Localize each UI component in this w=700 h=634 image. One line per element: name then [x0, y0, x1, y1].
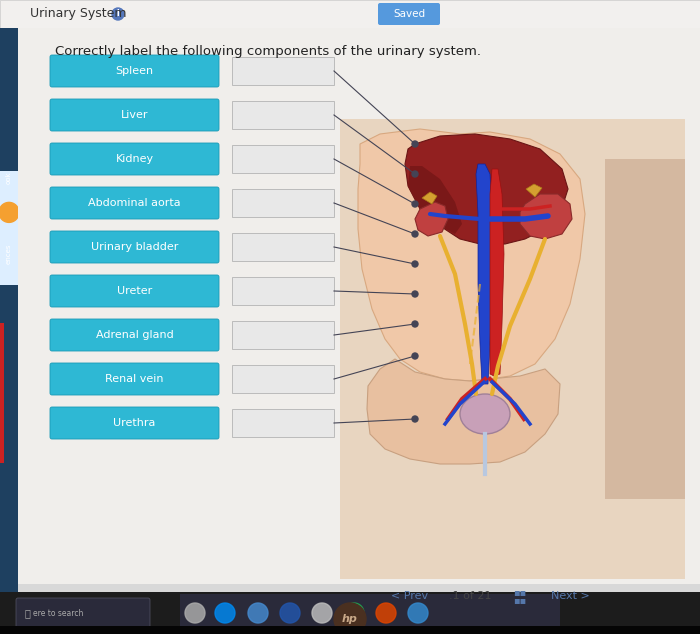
Polygon shape	[422, 192, 437, 204]
Polygon shape	[408, 166, 462, 234]
Circle shape	[412, 231, 418, 237]
FancyBboxPatch shape	[0, 0, 700, 28]
Text: Liver: Liver	[120, 110, 148, 120]
Circle shape	[376, 603, 396, 623]
FancyBboxPatch shape	[50, 143, 219, 175]
Circle shape	[334, 603, 366, 634]
Circle shape	[412, 261, 418, 267]
Circle shape	[408, 603, 428, 623]
FancyBboxPatch shape	[18, 28, 700, 584]
FancyBboxPatch shape	[50, 231, 219, 263]
Circle shape	[280, 603, 300, 623]
Polygon shape	[415, 202, 448, 236]
FancyBboxPatch shape	[605, 159, 685, 499]
FancyBboxPatch shape	[16, 598, 150, 628]
FancyBboxPatch shape	[378, 3, 440, 25]
Text: Kidney: Kidney	[116, 154, 153, 164]
Text: < Prev: < Prev	[391, 591, 428, 601]
Circle shape	[412, 353, 418, 359]
Circle shape	[412, 416, 418, 422]
Text: ▪▪
▪▪: ▪▪ ▪▪	[513, 587, 526, 605]
FancyBboxPatch shape	[232, 409, 334, 437]
Polygon shape	[520, 194, 572, 239]
FancyBboxPatch shape	[232, 57, 334, 85]
FancyBboxPatch shape	[232, 101, 334, 129]
Text: ences: ences	[6, 243, 12, 264]
FancyBboxPatch shape	[232, 189, 334, 217]
Text: Urinary System: Urinary System	[30, 8, 127, 20]
Text: ook: ook	[6, 171, 12, 184]
FancyBboxPatch shape	[0, 323, 4, 463]
Polygon shape	[405, 134, 568, 244]
FancyBboxPatch shape	[50, 407, 219, 439]
Circle shape	[112, 8, 124, 20]
FancyBboxPatch shape	[340, 119, 685, 579]
FancyBboxPatch shape	[232, 365, 334, 393]
Circle shape	[215, 603, 235, 623]
Text: Ureter: Ureter	[117, 286, 152, 296]
FancyBboxPatch shape	[50, 99, 219, 131]
Text: i: i	[117, 10, 119, 18]
Polygon shape	[358, 129, 585, 381]
Text: Saved: Saved	[393, 9, 425, 19]
FancyBboxPatch shape	[0, 28, 18, 634]
FancyBboxPatch shape	[50, 319, 219, 351]
FancyBboxPatch shape	[0, 171, 18, 285]
Circle shape	[412, 171, 418, 177]
Circle shape	[0, 202, 19, 223]
Circle shape	[344, 603, 364, 623]
FancyBboxPatch shape	[232, 145, 334, 173]
FancyBboxPatch shape	[180, 594, 560, 632]
Circle shape	[412, 201, 418, 207]
Text: Correctly label the following components of the urinary system.: Correctly label the following components…	[55, 46, 481, 58]
Circle shape	[248, 603, 268, 623]
Ellipse shape	[460, 394, 510, 434]
FancyBboxPatch shape	[0, 0, 700, 28]
Text: ere to search: ere to search	[33, 609, 83, 618]
Text: Urinary bladder: Urinary bladder	[91, 242, 178, 252]
Text: Adrenal gland: Adrenal gland	[96, 330, 174, 340]
FancyBboxPatch shape	[50, 187, 219, 219]
Text: Urethra: Urethra	[113, 418, 155, 428]
Polygon shape	[526, 184, 542, 197]
Text: Abdominal aorta: Abdominal aorta	[88, 198, 181, 208]
Circle shape	[412, 291, 418, 297]
FancyBboxPatch shape	[232, 321, 334, 349]
Polygon shape	[367, 359, 560, 464]
Text: hp: hp	[342, 614, 358, 624]
Text: Renal vein: Renal vein	[105, 374, 164, 384]
Text: 🔍: 🔍	[24, 608, 30, 618]
Circle shape	[412, 141, 418, 147]
Text: .1 of 21: .1 of 21	[449, 591, 491, 601]
FancyBboxPatch shape	[232, 233, 334, 261]
FancyBboxPatch shape	[232, 277, 334, 305]
Circle shape	[185, 603, 205, 623]
FancyBboxPatch shape	[50, 55, 219, 87]
Text: Spleen: Spleen	[116, 66, 153, 76]
Polygon shape	[476, 164, 492, 384]
FancyBboxPatch shape	[0, 592, 700, 634]
FancyBboxPatch shape	[50, 363, 219, 395]
Circle shape	[412, 321, 418, 327]
FancyBboxPatch shape	[0, 626, 700, 634]
Text: Next >: Next >	[551, 591, 589, 601]
Polygon shape	[490, 169, 504, 376]
FancyBboxPatch shape	[50, 275, 219, 307]
Circle shape	[312, 603, 332, 623]
